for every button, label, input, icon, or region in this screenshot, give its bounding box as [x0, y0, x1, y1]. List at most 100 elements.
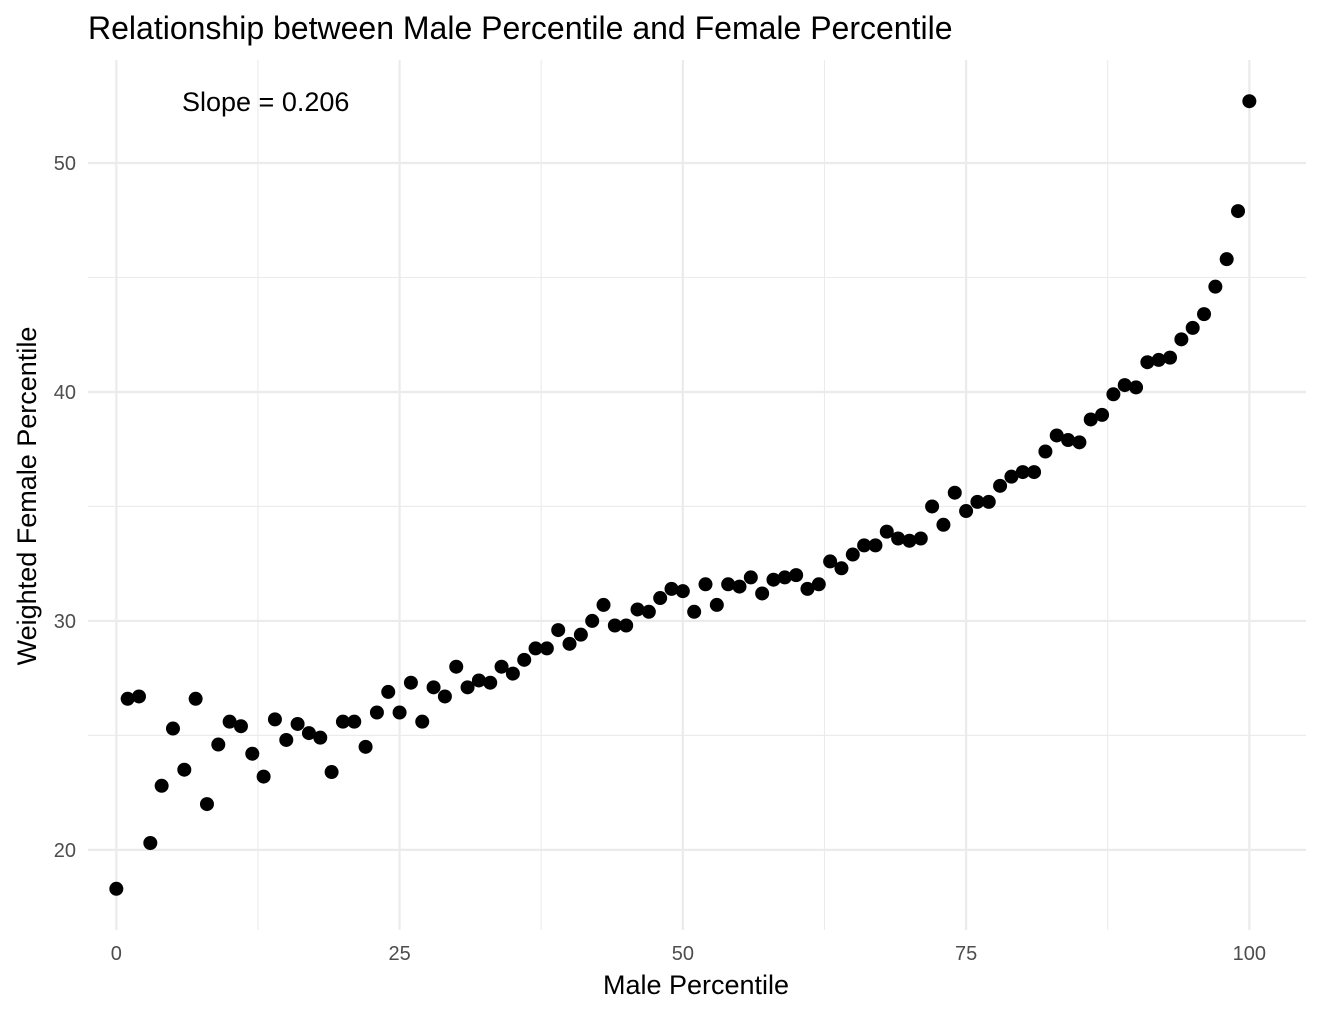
- data-point: [845, 547, 860, 562]
- data-point: [528, 641, 543, 656]
- data-point: [1117, 378, 1132, 393]
- data-point: [165, 721, 180, 736]
- slope-annotation: Slope = 0.206: [182, 87, 349, 117]
- data-point: [392, 705, 407, 720]
- data-point: [879, 524, 894, 539]
- data-point: [1106, 387, 1121, 402]
- data-point: [1231, 204, 1246, 219]
- data-point: [993, 478, 1008, 493]
- y-tick-label: 30: [54, 611, 76, 633]
- data-point: [562, 636, 577, 651]
- data-point: [1174, 332, 1189, 347]
- data-point: [301, 726, 316, 741]
- y-axis-tick-labels: 20 30 40 50: [54, 153, 76, 862]
- data-point: [857, 538, 872, 553]
- data-point: [1208, 279, 1223, 294]
- data-point: [777, 570, 792, 585]
- data-point: [245, 746, 260, 761]
- data-point: [369, 705, 384, 720]
- data-point: [517, 652, 532, 667]
- data-point: [1061, 433, 1076, 448]
- data-point: [403, 675, 418, 690]
- y-tick-label: 20: [54, 840, 76, 862]
- data-point: [687, 604, 702, 619]
- data-point: [925, 499, 940, 514]
- data-point: [596, 597, 611, 612]
- data-point: [981, 494, 996, 509]
- data-point: [143, 836, 158, 850]
- data-point: [947, 485, 962, 500]
- data-point: [913, 531, 928, 546]
- data-point: [936, 517, 951, 532]
- data-point: [789, 568, 804, 583]
- data-point: [109, 881, 124, 896]
- data-point: [1049, 428, 1064, 443]
- data-point: [664, 581, 679, 596]
- data-point: [256, 769, 271, 784]
- data-point: [811, 577, 826, 592]
- data-point: [732, 579, 747, 594]
- data-point: [199, 797, 214, 812]
- data-point: [290, 716, 305, 731]
- data-point: [233, 719, 248, 734]
- data-point: [494, 659, 509, 674]
- data-point: [743, 570, 758, 585]
- data-point: [653, 591, 668, 606]
- data-point: [415, 714, 430, 729]
- data-point: [267, 712, 282, 727]
- data-point: [766, 572, 781, 587]
- data-point: [120, 691, 135, 706]
- data-point: [222, 714, 237, 729]
- chart-title: Relationship between Male Percentile and…: [88, 10, 952, 46]
- data-point: [755, 586, 770, 601]
- x-tick-label: 0: [111, 943, 122, 965]
- data-point: [1083, 412, 1098, 427]
- data-point: [1095, 407, 1110, 422]
- data-point: [460, 680, 475, 695]
- data-point: [585, 613, 600, 628]
- x-tick-label: 50: [672, 943, 694, 965]
- data-point: [131, 689, 146, 704]
- data-point: [381, 684, 396, 699]
- data-point: [551, 623, 566, 638]
- minor-gridlines: [88, 60, 1306, 930]
- y-tick-label: 40: [54, 382, 76, 404]
- y-tick-label: 50: [54, 153, 76, 175]
- data-point: [675, 584, 690, 599]
- data-point: [449, 659, 464, 674]
- data-point: [1027, 465, 1042, 480]
- data-point: [1197, 307, 1212, 322]
- data-point: [607, 618, 622, 633]
- data-point: [959, 504, 974, 519]
- data-point: [902, 533, 917, 548]
- data-point: [823, 554, 838, 569]
- data-point: [970, 494, 985, 509]
- data-point: [641, 604, 656, 619]
- data-point: [698, 577, 713, 592]
- data-points: [109, 94, 1257, 896]
- data-point: [154, 778, 169, 793]
- data-point: [573, 627, 588, 642]
- data-point: [324, 765, 339, 780]
- data-point: [630, 602, 645, 617]
- y-axis-title: Weighted Female Percentile: [12, 327, 42, 666]
- data-point: [1242, 94, 1257, 109]
- data-point: [1140, 355, 1155, 370]
- data-point: [471, 673, 486, 688]
- data-point: [1163, 350, 1178, 365]
- x-axis-tick-labels: 0 25 50 75 100: [111, 943, 1266, 965]
- data-point: [834, 561, 849, 576]
- x-tick-label: 100: [1233, 943, 1266, 965]
- data-point: [347, 714, 362, 729]
- data-point: [721, 577, 736, 592]
- data-point: [177, 762, 192, 777]
- data-point: [505, 666, 520, 681]
- data-point: [313, 730, 328, 745]
- data-point: [800, 581, 815, 596]
- data-point: [868, 538, 883, 553]
- data-point: [539, 641, 554, 656]
- major-gridlines: [88, 60, 1306, 930]
- data-point: [1004, 469, 1019, 484]
- data-point: [1038, 444, 1053, 459]
- data-point: [358, 739, 373, 754]
